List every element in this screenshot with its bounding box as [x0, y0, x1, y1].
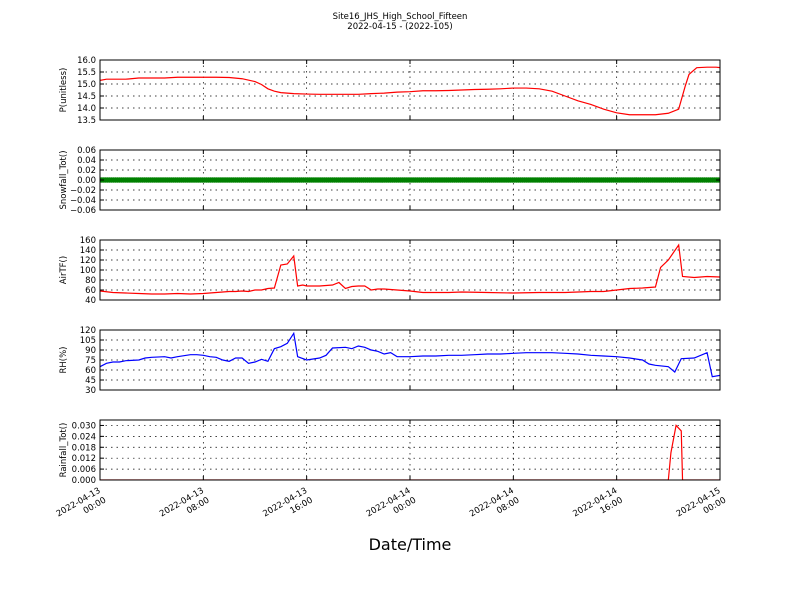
panel-4: 0.0000.0060.0120.0180.0240.030Rainfall_T… [59, 419, 721, 486]
y-tick-label: 80 [85, 276, 96, 286]
y-tick-label: 105 [80, 336, 96, 346]
y-tick-label: 0.006 [72, 465, 96, 475]
y-tick-label: 13.5 [77, 116, 96, 126]
x-axis-label: Date/Time [369, 535, 452, 554]
panels-group: 13.5 14.0 14.5 15.0 15.5 16.0 P(unitless) −0.06… [59, 56, 721, 486]
y-tick-label: 14.5 [77, 92, 96, 102]
y-tick-label: 120 [80, 326, 96, 336]
x-tick-label: 2022-04-1416:00 [571, 486, 624, 529]
y-tick-label: 40 [85, 296, 96, 306]
panel-1: −0.06−0.04−0.020.000.020.040.06 Snowfall_… [59, 146, 721, 216]
panel-frame [99, 59, 721, 121]
y-tick-label: 0.04 [77, 156, 96, 166]
series-0 [100, 66, 720, 116]
y-tick-label: 0.018 [72, 443, 96, 453]
y-axis-label: P(unitless) [59, 68, 69, 113]
panel-frame [99, 239, 721, 301]
y-tick-label: 160 [80, 236, 96, 246]
series-line [100, 424, 720, 480]
y-tick-label: 75 [85, 356, 96, 366]
y-tick-label: 15.0 [77, 80, 96, 90]
panel-frame [99, 329, 721, 391]
y-axis-label: Snowfall_Tot() [59, 150, 69, 209]
x-tick-label: 2022-04-1316:00 [261, 486, 314, 529]
figure-title: Site16_JHS_High_School_Fifteen [333, 12, 468, 22]
y-tick-label: 45 [85, 376, 96, 386]
y-tick-label: 100 [80, 266, 96, 276]
figure-subtitle: 2022-04-15 - (2022-105) [347, 22, 452, 32]
y-tick-label: 120 [80, 256, 96, 266]
series-line [100, 66, 720, 116]
y-tick-label: 30 [85, 386, 96, 396]
y-tick-label: −0.02 [70, 186, 96, 196]
y-tick-label: 90 [85, 346, 96, 356]
x-tick-labels: 2022-04-1300:00 2022-04-1308:00 2022-04-13… [55, 486, 728, 529]
y-tick-label: 14.0 [77, 104, 96, 114]
y-tick-label: 16.0 [77, 56, 96, 66]
y-axis-label: Rainfall_Tot() [59, 423, 69, 478]
series-line [100, 331, 720, 378]
x-tick-label: 2022-04-1500:00 [675, 486, 728, 529]
y-tick-label: 15.5 [77, 68, 96, 78]
y-tick-label: 0.06 [77, 146, 96, 156]
y-tick-label: 60 [85, 286, 96, 296]
x-tick-label: 2022-04-1400:00 [365, 486, 418, 529]
y-axis-label: RH(%) [59, 346, 69, 373]
y-tick-label: −0.06 [70, 206, 96, 216]
panel-frame [99, 149, 721, 211]
x-tick-label: 2022-04-1408:00 [468, 486, 521, 529]
y-tick-label: 0.000 [72, 476, 96, 486]
y-tick-label: 0.012 [72, 454, 96, 464]
y-tick-label: 0.024 [72, 432, 96, 442]
y-tick-label: 140 [80, 246, 96, 256]
panel-0: 13.5 14.0 14.5 15.0 15.5 16.0 P(unitless) [59, 56, 721, 126]
series-1 [100, 177, 720, 183]
y-tick-label: 0.00 [77, 176, 96, 186]
y-tick-label: 0.030 [72, 421, 96, 431]
series-2 [100, 243, 720, 295]
y-tick-label: −0.04 [70, 196, 96, 206]
x-tick-label: 2022-04-1308:00 [158, 486, 211, 529]
y-tick-label: 0.02 [77, 166, 96, 176]
series-line [100, 243, 720, 295]
series-4 [100, 424, 720, 480]
y-tick-label: 60 [85, 366, 96, 376]
y-axis-label: AirTF() [59, 256, 69, 284]
panel-frame [99, 419, 721, 481]
x-tick-label: 2022-04-1300:00 [55, 486, 108, 529]
series-3 [100, 331, 720, 378]
